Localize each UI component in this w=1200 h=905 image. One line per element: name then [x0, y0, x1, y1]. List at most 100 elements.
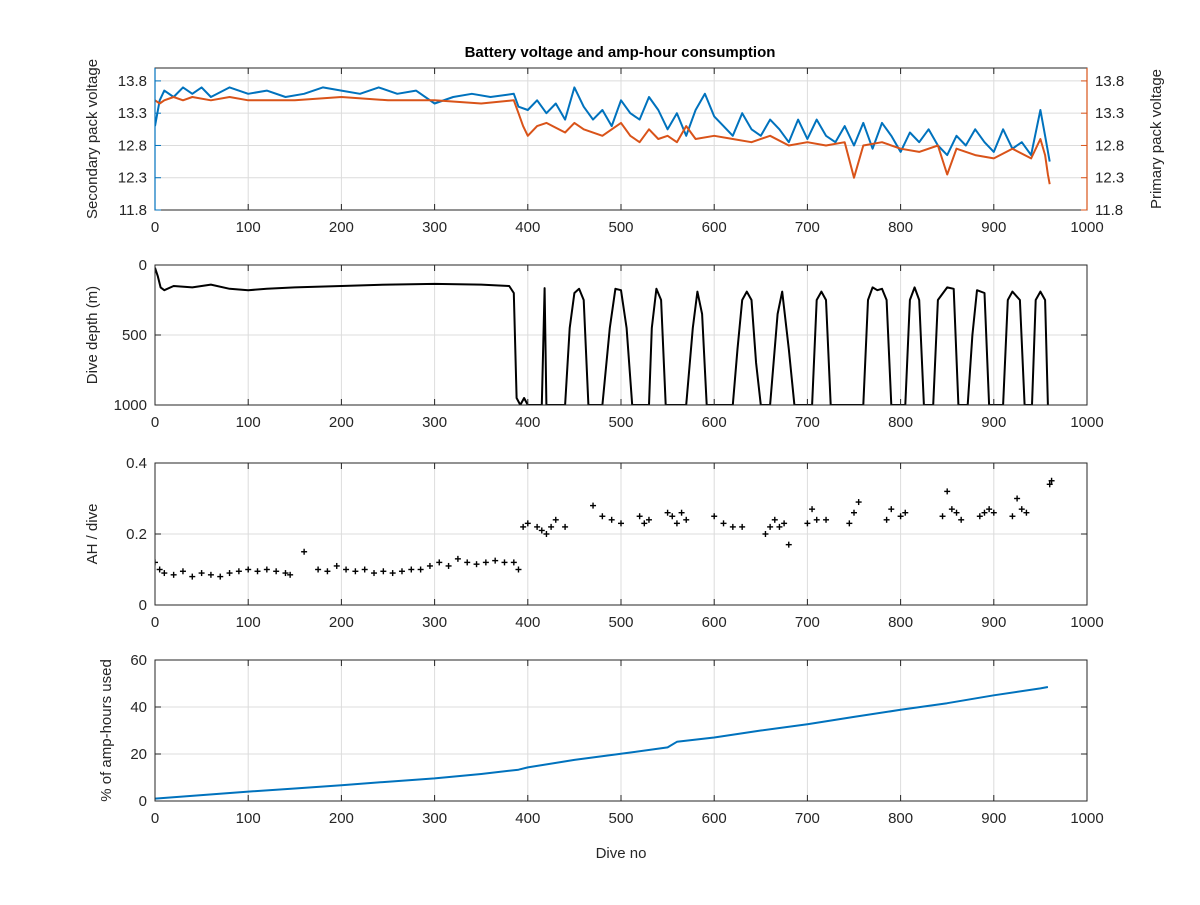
x-tick-label: 300 [422, 614, 447, 631]
x-tick-label: 0 [151, 219, 159, 236]
y-tick-label: 13.8 [118, 73, 147, 90]
x-tick-label: 300 [422, 414, 447, 431]
x-tick-label: 200 [329, 810, 354, 827]
data-point [599, 513, 606, 520]
panel-2: 0 100 200 300 400 500 600 700 800 900 100005001000… [84, 257, 1104, 431]
data-point [636, 513, 643, 520]
data-point [534, 523, 541, 530]
figure-title: Battery voltage and amp-hour consumption [465, 44, 776, 61]
data-point [813, 516, 820, 523]
x-tick-label: 400 [515, 414, 540, 431]
y-tick-label-right: 12.8 [1095, 137, 1124, 154]
data-point [990, 509, 997, 516]
data-point [902, 509, 909, 516]
data-point [333, 562, 340, 569]
series-group [155, 86, 1051, 185]
x-tick-label: 100 [236, 414, 261, 431]
data-point [823, 516, 830, 523]
x-tick-label: 900 [981, 219, 1006, 236]
y-axis-label: Dive depth (m) [84, 286, 101, 384]
y-axis-label: % of amp-hours used [98, 659, 115, 802]
x-tick-label: 400 [515, 614, 540, 631]
data-point [1014, 495, 1021, 502]
x-tick-label: 700 [795, 219, 820, 236]
series-group [155, 267, 1049, 405]
x-tick-label: 400 [515, 219, 540, 236]
data-point [883, 516, 890, 523]
data-point [785, 541, 792, 548]
data-point [851, 509, 857, 516]
y-tick-label: 1000 [114, 397, 147, 414]
y-axis-label-left: Secondary pack voltage [84, 59, 101, 219]
x-tick-label: 600 [702, 219, 727, 236]
data-point [155, 559, 158, 566]
data-point [888, 506, 895, 513]
data-point [608, 516, 615, 523]
data-point [524, 520, 531, 527]
data-point [767, 523, 774, 530]
data-point [235, 568, 242, 575]
data-point [161, 570, 168, 577]
data-point [324, 568, 331, 575]
panel-4: 0 100 200 300 400 500 600 700 800 900 1000 0 20 40 60%… [98, 652, 1104, 862]
x-tick-label: 100 [236, 219, 261, 236]
data-point [804, 520, 811, 527]
series-line-1 [155, 267, 1049, 405]
data-point [1009, 513, 1016, 520]
data-point [953, 509, 960, 516]
data-point [473, 561, 480, 568]
data-point [590, 502, 597, 509]
y-tick-label-right: 12.3 [1095, 170, 1124, 187]
y-tick-label: 12.8 [118, 137, 147, 154]
y-tick-label-right: 13.3 [1095, 105, 1124, 122]
x-tick-label: 800 [888, 219, 913, 236]
x-tick-label: 500 [608, 219, 633, 236]
data-point [664, 509, 671, 516]
data-point [981, 509, 988, 516]
data-point [398, 568, 405, 575]
data-point [343, 566, 350, 573]
x-tick-label: 600 [702, 810, 727, 827]
x-tick-label: 900 [981, 810, 1006, 827]
data-point [1048, 477, 1055, 484]
x-tick-label: 700 [795, 414, 820, 431]
y-tick-label: 12.3 [118, 170, 147, 187]
y-tick-label: 13.3 [118, 105, 147, 122]
x-tick-label: 1000 [1070, 810, 1103, 827]
data-point [226, 570, 233, 577]
x-tick-label: 0 [151, 614, 159, 631]
data-point [426, 562, 433, 569]
data-point [510, 559, 517, 566]
data-point [445, 562, 452, 569]
data-point [711, 513, 718, 520]
data-point [762, 531, 769, 537]
data-point [464, 559, 471, 566]
data-point [287, 571, 294, 578]
y-tick-label: 60 [130, 652, 147, 669]
data-point [1046, 481, 1053, 488]
data-point [669, 513, 676, 520]
x-tick-label: 100 [236, 614, 261, 631]
data-point [282, 570, 289, 577]
data-point [1018, 506, 1025, 513]
data-point [986, 506, 993, 513]
x-tick-label: 800 [888, 614, 913, 631]
y-tick-label-right: 11.8 [1095, 202, 1123, 219]
y-tick-label: 11.8 [119, 202, 147, 219]
data-point [562, 523, 569, 530]
data-point [855, 499, 862, 506]
x-tick-label: 900 [981, 614, 1006, 631]
series-group [155, 686, 1049, 800]
x-tick-label: 900 [981, 414, 1006, 431]
y-axis-label-right: Primary pack voltage [1148, 69, 1165, 209]
data-point [263, 566, 270, 573]
data-point [436, 559, 443, 566]
x-tick-label: 1000 [1070, 614, 1103, 631]
x-tick-label: 600 [702, 614, 727, 631]
data-point [846, 520, 853, 527]
data-point [739, 523, 746, 530]
x-tick-label: 300 [422, 219, 447, 236]
data-point [781, 520, 788, 527]
data-point [1023, 509, 1030, 516]
